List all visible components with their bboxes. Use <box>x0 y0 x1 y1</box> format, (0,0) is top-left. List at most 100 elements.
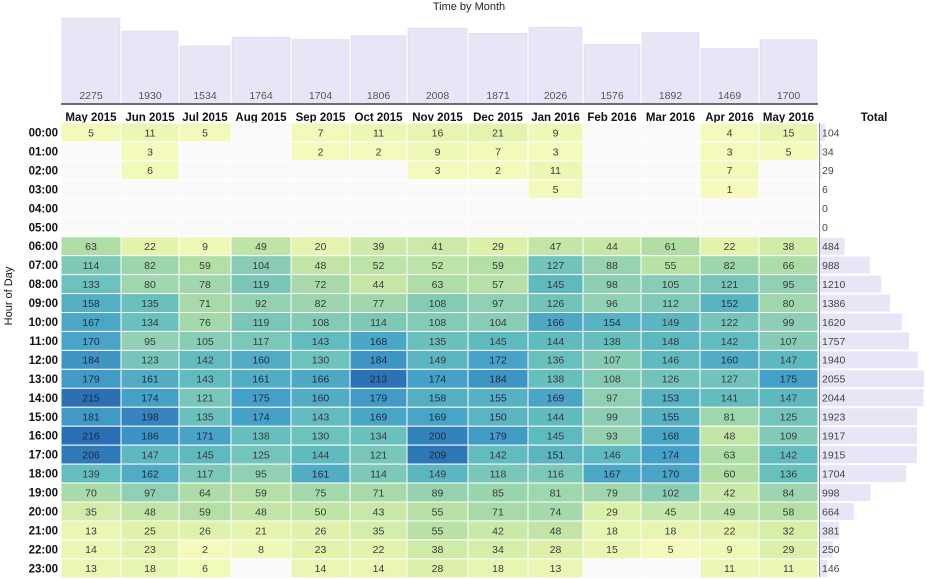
heatmap-cell <box>349 179 408 200</box>
month-total-label: 1871 <box>486 90 510 102</box>
month-header: Mar 2016 <box>646 112 695 124</box>
hour-total-label: 2055 <box>822 374 846 386</box>
cell-value: 154 <box>603 317 621 329</box>
cell-value: 179 <box>489 431 507 443</box>
cell-value: 82 <box>315 298 327 310</box>
cell-value: 171 <box>196 431 214 443</box>
cell-value: 167 <box>82 317 100 329</box>
hour-total-label: 484 <box>822 241 840 253</box>
cell-value: 11 <box>783 563 794 575</box>
cell-value: 14 <box>85 544 97 556</box>
cell-value: 125 <box>780 412 798 424</box>
cell-value: 148 <box>662 336 680 348</box>
hour-total-bar <box>820 559 828 577</box>
cell-value: 166 <box>312 374 330 386</box>
cell-value: 145 <box>489 336 507 348</box>
heatmap-cell <box>349 160 408 181</box>
hour-total-bar <box>820 465 907 483</box>
cell-value: 23 <box>144 544 156 556</box>
cell-value: 28 <box>432 563 444 575</box>
cell-value: 143 <box>312 412 330 424</box>
cell-value: 99 <box>606 412 618 424</box>
cell-value: 80 <box>144 279 156 291</box>
cell-value: 5 <box>88 127 94 139</box>
heatmap-cell <box>467 217 529 238</box>
cell-value: 63 <box>432 279 444 291</box>
cell-value: 13 <box>85 563 97 575</box>
cell-value: 64 <box>199 487 211 499</box>
cell-value: 141 <box>721 393 739 405</box>
cell-value: 179 <box>82 374 100 386</box>
cell-value: 58 <box>783 506 795 518</box>
heatmap-cell <box>290 160 351 181</box>
hour-total-bar <box>820 351 919 369</box>
hour-label: 13:00 <box>29 374 58 386</box>
hour-total-label: 1757 <box>822 336 846 348</box>
cell-value: 48 <box>550 525 562 537</box>
heatmap-cell <box>640 160 701 181</box>
cell-value: 133 <box>82 279 100 291</box>
month-total-label: 1930 <box>138 90 162 102</box>
cell-value: 11 <box>373 127 384 139</box>
cell-value: 167 <box>603 468 621 480</box>
cell-value: 108 <box>603 374 621 386</box>
hour-total-bar <box>820 275 882 293</box>
cell-value: 26 <box>315 525 327 537</box>
hour-total-label: 1915 <box>822 449 846 461</box>
cell-value: 7 <box>318 127 324 139</box>
hour-total-bar <box>820 408 918 426</box>
cell-value: 3 <box>727 146 733 158</box>
cell-value: 18 <box>144 563 156 575</box>
cell-value: 144 <box>312 449 330 461</box>
cell-value: 145 <box>547 279 565 291</box>
cell-value: 149 <box>662 317 680 329</box>
month-total-label: 2008 <box>426 90 450 102</box>
cell-value: 112 <box>662 298 679 310</box>
hour-label: 15:00 <box>29 412 58 424</box>
heatmap-cell <box>178 160 232 181</box>
cell-value: 5 <box>553 184 559 196</box>
cell-value: 142 <box>721 336 739 348</box>
hour-label: 03:00 <box>29 184 58 196</box>
cell-value: 7 <box>727 165 733 177</box>
cell-value: 158 <box>429 393 447 405</box>
cell-value: 29 <box>492 241 504 253</box>
cell-value: 213 <box>370 374 388 386</box>
cell-value: 18 <box>606 525 618 537</box>
cell-value: 170 <box>662 468 680 480</box>
hour-total-label: 1917 <box>822 431 846 443</box>
month-total-label: 2026 <box>544 90 568 102</box>
cell-value: 107 <box>780 336 798 348</box>
cell-value: 11 <box>724 563 735 575</box>
cell-value: 96 <box>606 298 618 310</box>
cell-value: 186 <box>141 431 159 443</box>
cell-value: 174 <box>252 412 270 424</box>
month-total-label: 1806 <box>367 90 391 102</box>
heatmap-cell <box>527 198 584 219</box>
cell-value: 22 <box>724 241 736 253</box>
heatmap-cell <box>230 217 292 238</box>
cell-value: 6 <box>202 563 208 575</box>
hour-total-bar <box>820 161 822 179</box>
cell-value: 161 <box>252 374 270 386</box>
cell-value: 122 <box>721 317 739 329</box>
cell-value: 9 <box>435 146 441 158</box>
cell-value: 143 <box>312 336 330 348</box>
cell-value: 2 <box>318 146 324 158</box>
cell-value: 72 <box>315 279 327 291</box>
cell-value: 77 <box>373 298 385 310</box>
cell-value: 108 <box>429 317 447 329</box>
cell-value: 161 <box>141 374 159 386</box>
cell-value: 70 <box>85 487 97 499</box>
hour-total-label: 381 <box>822 525 840 537</box>
hour-total-label: 0 <box>822 222 828 234</box>
hour-label: 12:00 <box>29 355 58 367</box>
cell-value: 29 <box>606 506 618 518</box>
month-total-bars: 2275 1930 1534 1764 1704 1806 2008 1871 2026 1576… <box>61 17 818 105</box>
cell-value: 49 <box>255 241 267 253</box>
cell-value: 135 <box>196 412 214 424</box>
hour-label: 01:00 <box>29 146 58 158</box>
month-header: May 2016 <box>763 112 814 124</box>
month-total-bar <box>231 37 291 105</box>
